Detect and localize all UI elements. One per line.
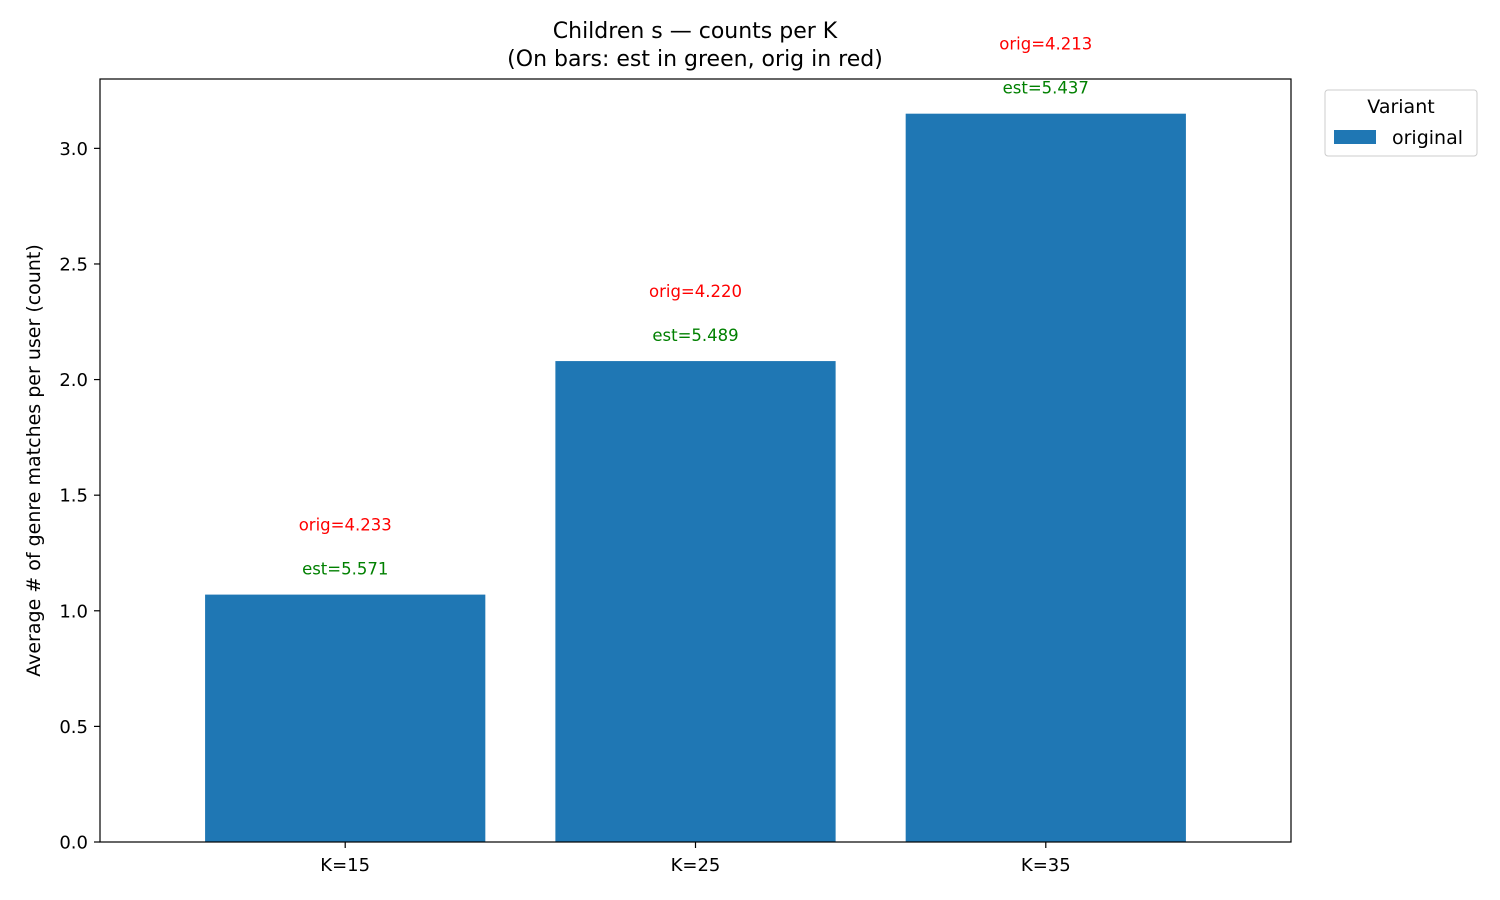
chart-subtitle: (On bars: est in green, orig in red) <box>507 47 883 72</box>
y-tick-label: 1.0 <box>59 601 88 622</box>
y-axis-label: Average # of genre matches per user (cou… <box>23 244 45 677</box>
annotation-orig: orig=4.233 <box>299 516 392 535</box>
y-tick-label: 2.5 <box>59 254 88 275</box>
annotation-est: est=5.437 <box>1003 79 1089 98</box>
annotation-orig: orig=4.213 <box>999 35 1092 54</box>
bars-layer <box>205 113 1186 842</box>
y-tick-label: 0.0 <box>59 833 88 854</box>
y-tick-label: 3.0 <box>59 139 88 160</box>
x-tick-label: K=25 <box>671 855 721 876</box>
legend-swatch-original <box>1334 130 1376 144</box>
annotation-est: est=5.571 <box>302 560 388 579</box>
legend: Variant original <box>1324 89 1478 157</box>
annotation-est: est=5.489 <box>652 326 738 345</box>
bar-k-25 <box>555 361 836 842</box>
x-axis: K=15 K=25 K=35 <box>320 842 1071 876</box>
annotation-orig: orig=4.220 <box>649 282 742 301</box>
bar-k-35 <box>905 113 1186 842</box>
y-tick-label: 2.0 <box>59 370 88 391</box>
y-axis: 0.0 0.5 1.0 1.5 2.0 2.5 3.0 <box>59 139 100 854</box>
bar-k-15 <box>205 594 486 842</box>
legend-label-original: original <box>1392 127 1463 149</box>
legend-title: Variant <box>1367 96 1434 118</box>
annotations-layer: est=5.571 orig=4.233 est=5.489 orig=4.220 es… <box>299 35 1093 579</box>
x-tick-label: K=35 <box>1021 855 1071 876</box>
x-tick-label: K=15 <box>320 855 370 876</box>
y-tick-label: 0.5 <box>59 717 88 738</box>
chart-title: Children s — counts per K <box>553 19 838 44</box>
y-tick-label: 1.5 <box>59 486 88 507</box>
